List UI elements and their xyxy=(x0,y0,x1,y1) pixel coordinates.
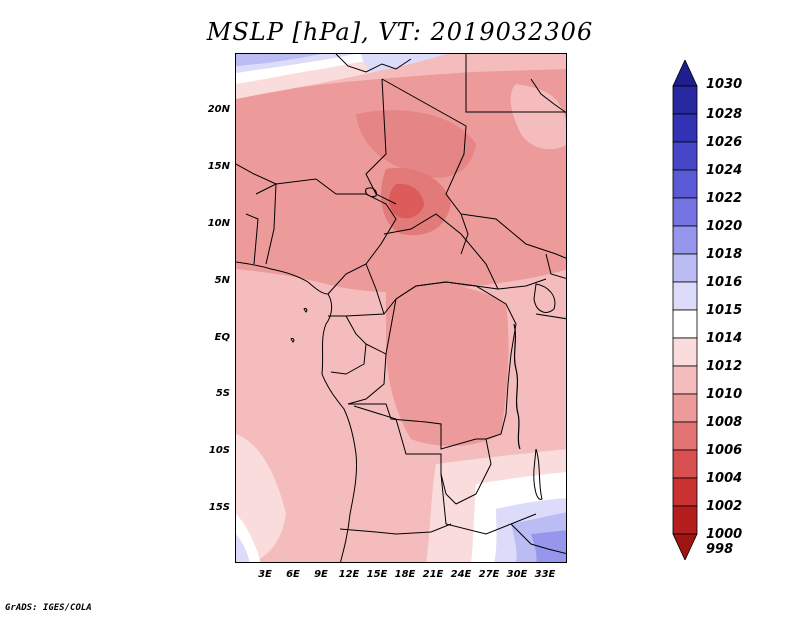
lon-tick-24e: 24E xyxy=(450,569,472,580)
island-sao-tome xyxy=(290,337,295,343)
field-1010-east xyxy=(510,84,566,150)
colorbar-label: 1008 xyxy=(706,415,743,430)
border-congo xyxy=(347,343,387,405)
colorbar-label: 1012 xyxy=(706,359,743,374)
colorbar-arrow-top xyxy=(672,60,698,87)
lat-tick-10s: 10S xyxy=(208,445,230,456)
coastline-west xyxy=(236,261,357,562)
border-zimbabwe xyxy=(510,523,566,555)
island-bioko xyxy=(303,307,308,313)
colorbar xyxy=(672,60,698,560)
grads-credit: GrADS: IGES/COLA xyxy=(5,603,92,613)
field-1016-north xyxy=(236,54,321,66)
lake-victoria xyxy=(533,283,556,313)
colorbar-segment xyxy=(672,421,698,451)
colorbar-segment xyxy=(672,197,698,227)
colorbar-label: 1018 xyxy=(706,247,743,262)
lon-tick-27e: 27E xyxy=(478,569,500,580)
colorbar-segment xyxy=(672,449,698,479)
colorbar-label: 1000 xyxy=(706,527,743,542)
lon-tick-6e: 6E xyxy=(286,569,300,580)
field-1006-band xyxy=(356,110,476,178)
colorbar-segment xyxy=(672,393,698,423)
colorbar-label: 1024 xyxy=(706,163,743,178)
lake-chad xyxy=(365,187,377,197)
lat-tick-5s: 5S xyxy=(215,388,230,399)
colorbar-segment xyxy=(672,337,698,367)
border-tanzania xyxy=(535,313,566,320)
field-1015-sw xyxy=(236,534,250,562)
lake-malawi xyxy=(533,448,543,500)
lake-tanganyika xyxy=(513,323,521,450)
lon-tick-30e: 30E xyxy=(506,569,528,580)
lon-tick-18e: 18E xyxy=(394,569,416,580)
colorbar-label: 1022 xyxy=(706,191,743,206)
colorbar-segment xyxy=(672,141,698,171)
lat-tick-20n: 20N xyxy=(207,104,230,115)
colorbar-segment xyxy=(672,477,698,507)
colorbar-segment xyxy=(672,85,698,115)
border-niger-west xyxy=(236,163,277,185)
colorbar-arrow-bottom xyxy=(672,533,698,560)
border-chad-east xyxy=(381,78,469,255)
colorbar-label: 1016 xyxy=(706,275,743,290)
border-drc-north-east xyxy=(385,281,517,440)
border-ethiopia xyxy=(460,213,566,259)
mslp-map xyxy=(236,54,566,562)
coastline-redsea xyxy=(530,78,566,114)
colorbar-segment xyxy=(672,253,698,283)
colorbar-segment xyxy=(672,281,698,311)
colorbar-segment xyxy=(672,113,698,143)
colorbar-segment xyxy=(672,309,698,339)
lat-tick-5n: 5N xyxy=(214,275,230,286)
lat-tick-eq: EQ xyxy=(214,332,230,343)
lon-tick-12e: 12E xyxy=(338,569,360,580)
border-benin xyxy=(255,183,277,265)
field-1015-north2 xyxy=(361,54,446,72)
field-1012-sw xyxy=(236,434,286,562)
colorbar-label: 1006 xyxy=(706,443,743,458)
field-1004-core xyxy=(388,183,424,219)
lat-tick-15s: 15S xyxy=(208,502,230,513)
colorbar-label: 1002 xyxy=(706,499,743,514)
field-1008-congo xyxy=(386,282,509,446)
border-drc-south xyxy=(348,403,492,505)
map-panel xyxy=(235,53,567,563)
colorbar-segment xyxy=(672,365,698,395)
colorbar-label: 1015 xyxy=(706,303,743,318)
colorbar-label: 1026 xyxy=(706,135,743,150)
colorbar-segment xyxy=(672,169,698,199)
lon-tick-3e: 3E xyxy=(258,569,272,580)
colorbar-label: 1020 xyxy=(706,219,743,234)
borders xyxy=(236,54,566,562)
colorbar-label: 1004 xyxy=(706,471,743,486)
field-1018-se xyxy=(531,530,566,562)
colorbar-label: 1014 xyxy=(706,331,743,346)
border-angola-east xyxy=(353,405,457,505)
border-egypt-sudan xyxy=(465,54,566,113)
lat-tick-15n: 15N xyxy=(207,161,230,172)
plot-title: MSLP [hPa], VT: 2019032306 xyxy=(206,18,594,46)
lon-tick-15e: 15E xyxy=(366,569,388,580)
colorbar-segment xyxy=(672,505,698,535)
colorbar-label: 1030 xyxy=(706,77,743,92)
border-kenya xyxy=(545,253,566,279)
border-north xyxy=(335,54,412,73)
border-togo xyxy=(245,213,259,265)
border-nigeria xyxy=(275,178,397,295)
colorbar-label: 1010 xyxy=(706,387,743,402)
lon-tick-21e: 21E xyxy=(422,569,444,580)
lon-tick-9e: 9E xyxy=(314,569,328,580)
field-1010-lakes xyxy=(526,312,566,388)
lon-tick-33e: 33E xyxy=(534,569,556,580)
border-zambia xyxy=(440,473,537,535)
lat-tick-10n: 10N xyxy=(207,218,230,229)
border-chad-west xyxy=(365,78,397,205)
border-south-sudan xyxy=(497,278,547,290)
colorbar-label: 1028 xyxy=(706,107,743,122)
border-namibia xyxy=(339,523,452,535)
colorbar-segment xyxy=(672,225,698,255)
colorbar-label: 998 xyxy=(706,542,734,557)
